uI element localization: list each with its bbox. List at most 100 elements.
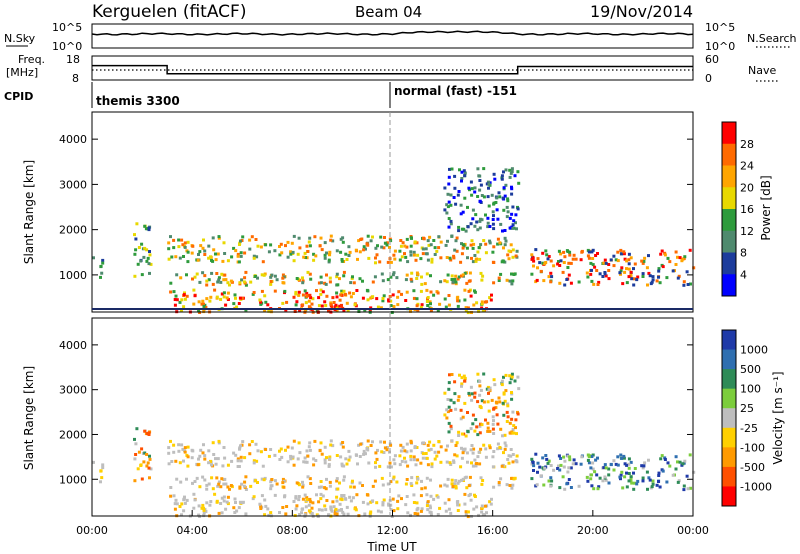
velocity-cell (435, 454, 439, 458)
power-cell (400, 255, 404, 259)
velocity-cell (453, 392, 457, 396)
power-cell (183, 245, 187, 249)
velocity-cell (177, 449, 181, 453)
power-cell (182, 293, 186, 297)
power-cell (269, 275, 273, 279)
power-cell (260, 273, 264, 277)
velocity-cell (357, 443, 361, 447)
velocity-cell (217, 482, 221, 486)
velocity-cell (455, 454, 459, 458)
velocity-cell (461, 415, 465, 419)
velocity-cell (480, 504, 484, 508)
velocity-cell (539, 474, 543, 478)
velocity-cell (232, 451, 236, 455)
velocity-cell (385, 448, 389, 452)
power-cell (456, 299, 460, 303)
velocity-cell (249, 484, 253, 488)
velocity-cell (586, 453, 590, 457)
power-cell (214, 258, 218, 262)
power-cell (498, 195, 502, 199)
power-cell (504, 183, 508, 187)
velocity-cell (412, 501, 416, 504)
time-tick-label-1: 04:00 (176, 524, 208, 537)
velocity-cell (381, 483, 385, 487)
velocity-cell (530, 477, 534, 481)
power-cell (559, 252, 563, 256)
power-cell (149, 262, 153, 266)
velocity-cell (503, 433, 507, 437)
power-cell (457, 225, 461, 229)
velocity-cell (140, 477, 144, 481)
power-cell (511, 205, 515, 209)
velocity-cell (400, 497, 403, 501)
velocity-cell (302, 460, 306, 464)
power-cell (572, 253, 576, 257)
velocity-cell (516, 412, 520, 416)
power-cell (349, 295, 353, 299)
velocity-cell (508, 421, 512, 425)
velocity-cell (459, 417, 463, 421)
velocity-cell (443, 413, 447, 417)
velocity-cell (447, 405, 451, 409)
power-cell (137, 246, 141, 249)
power-cell (209, 255, 212, 259)
power-cell (311, 297, 315, 301)
velocity-cbar-tick-label: -1000 (740, 480, 772, 493)
velocity-cell (475, 462, 479, 465)
power-cell (207, 256, 211, 260)
power-cell (133, 233, 136, 237)
velocity-cell (295, 481, 299, 485)
velocity-cell (310, 506, 314, 510)
power-cell (340, 303, 343, 307)
velocity-cell (666, 461, 670, 465)
power-cell (358, 250, 362, 254)
velocity-cell (460, 446, 463, 450)
power-cell (443, 279, 447, 283)
velocity-cbar-frame (721, 329, 737, 507)
power-cell (433, 253, 437, 256)
power-cell (243, 276, 247, 280)
velocity-cell (349, 485, 353, 489)
power-cell (463, 171, 467, 175)
power-cell (463, 196, 467, 200)
power-cell (425, 288, 429, 292)
power-cbar-frame (721, 121, 737, 297)
velocity-range-tick-label-4000: 4000 (59, 339, 87, 352)
velocity-cell (252, 495, 256, 499)
power-cell (574, 257, 578, 261)
velocity-cell (471, 422, 475, 426)
velocity-cell (409, 454, 413, 458)
velocity-cell (450, 482, 454, 486)
velocity-cell (361, 500, 365, 504)
power-cell (286, 255, 290, 259)
power-cell (682, 280, 686, 284)
velocity-cell (463, 502, 467, 506)
velocity-cell (297, 495, 301, 498)
power-cell (404, 255, 408, 259)
power-cell (455, 236, 459, 240)
velocity-cell (191, 449, 195, 453)
nsky-label: N.Sky (4, 32, 36, 45)
power-cbar-swatch (722, 209, 736, 232)
power-cell (501, 196, 505, 200)
velocity-cell (514, 459, 518, 463)
power-cell (294, 303, 298, 307)
velocity-cell (244, 512, 248, 516)
power-cell (305, 294, 309, 297)
power-cell (609, 258, 613, 262)
velocity-cell (281, 506, 285, 509)
power-cell (497, 279, 501, 282)
velocity-cell (254, 479, 258, 483)
power-cell (175, 273, 179, 277)
power-cell (292, 234, 296, 238)
power-cell (443, 297, 447, 301)
power-cell (452, 196, 456, 199)
power-cell (507, 257, 511, 261)
velocity-cell (180, 513, 183, 517)
power-cell (475, 220, 479, 224)
velocity-cell (354, 453, 358, 457)
velocity-cell (486, 400, 490, 404)
power-cell (602, 261, 606, 265)
power-cell (641, 275, 645, 278)
power-cell (476, 167, 480, 171)
